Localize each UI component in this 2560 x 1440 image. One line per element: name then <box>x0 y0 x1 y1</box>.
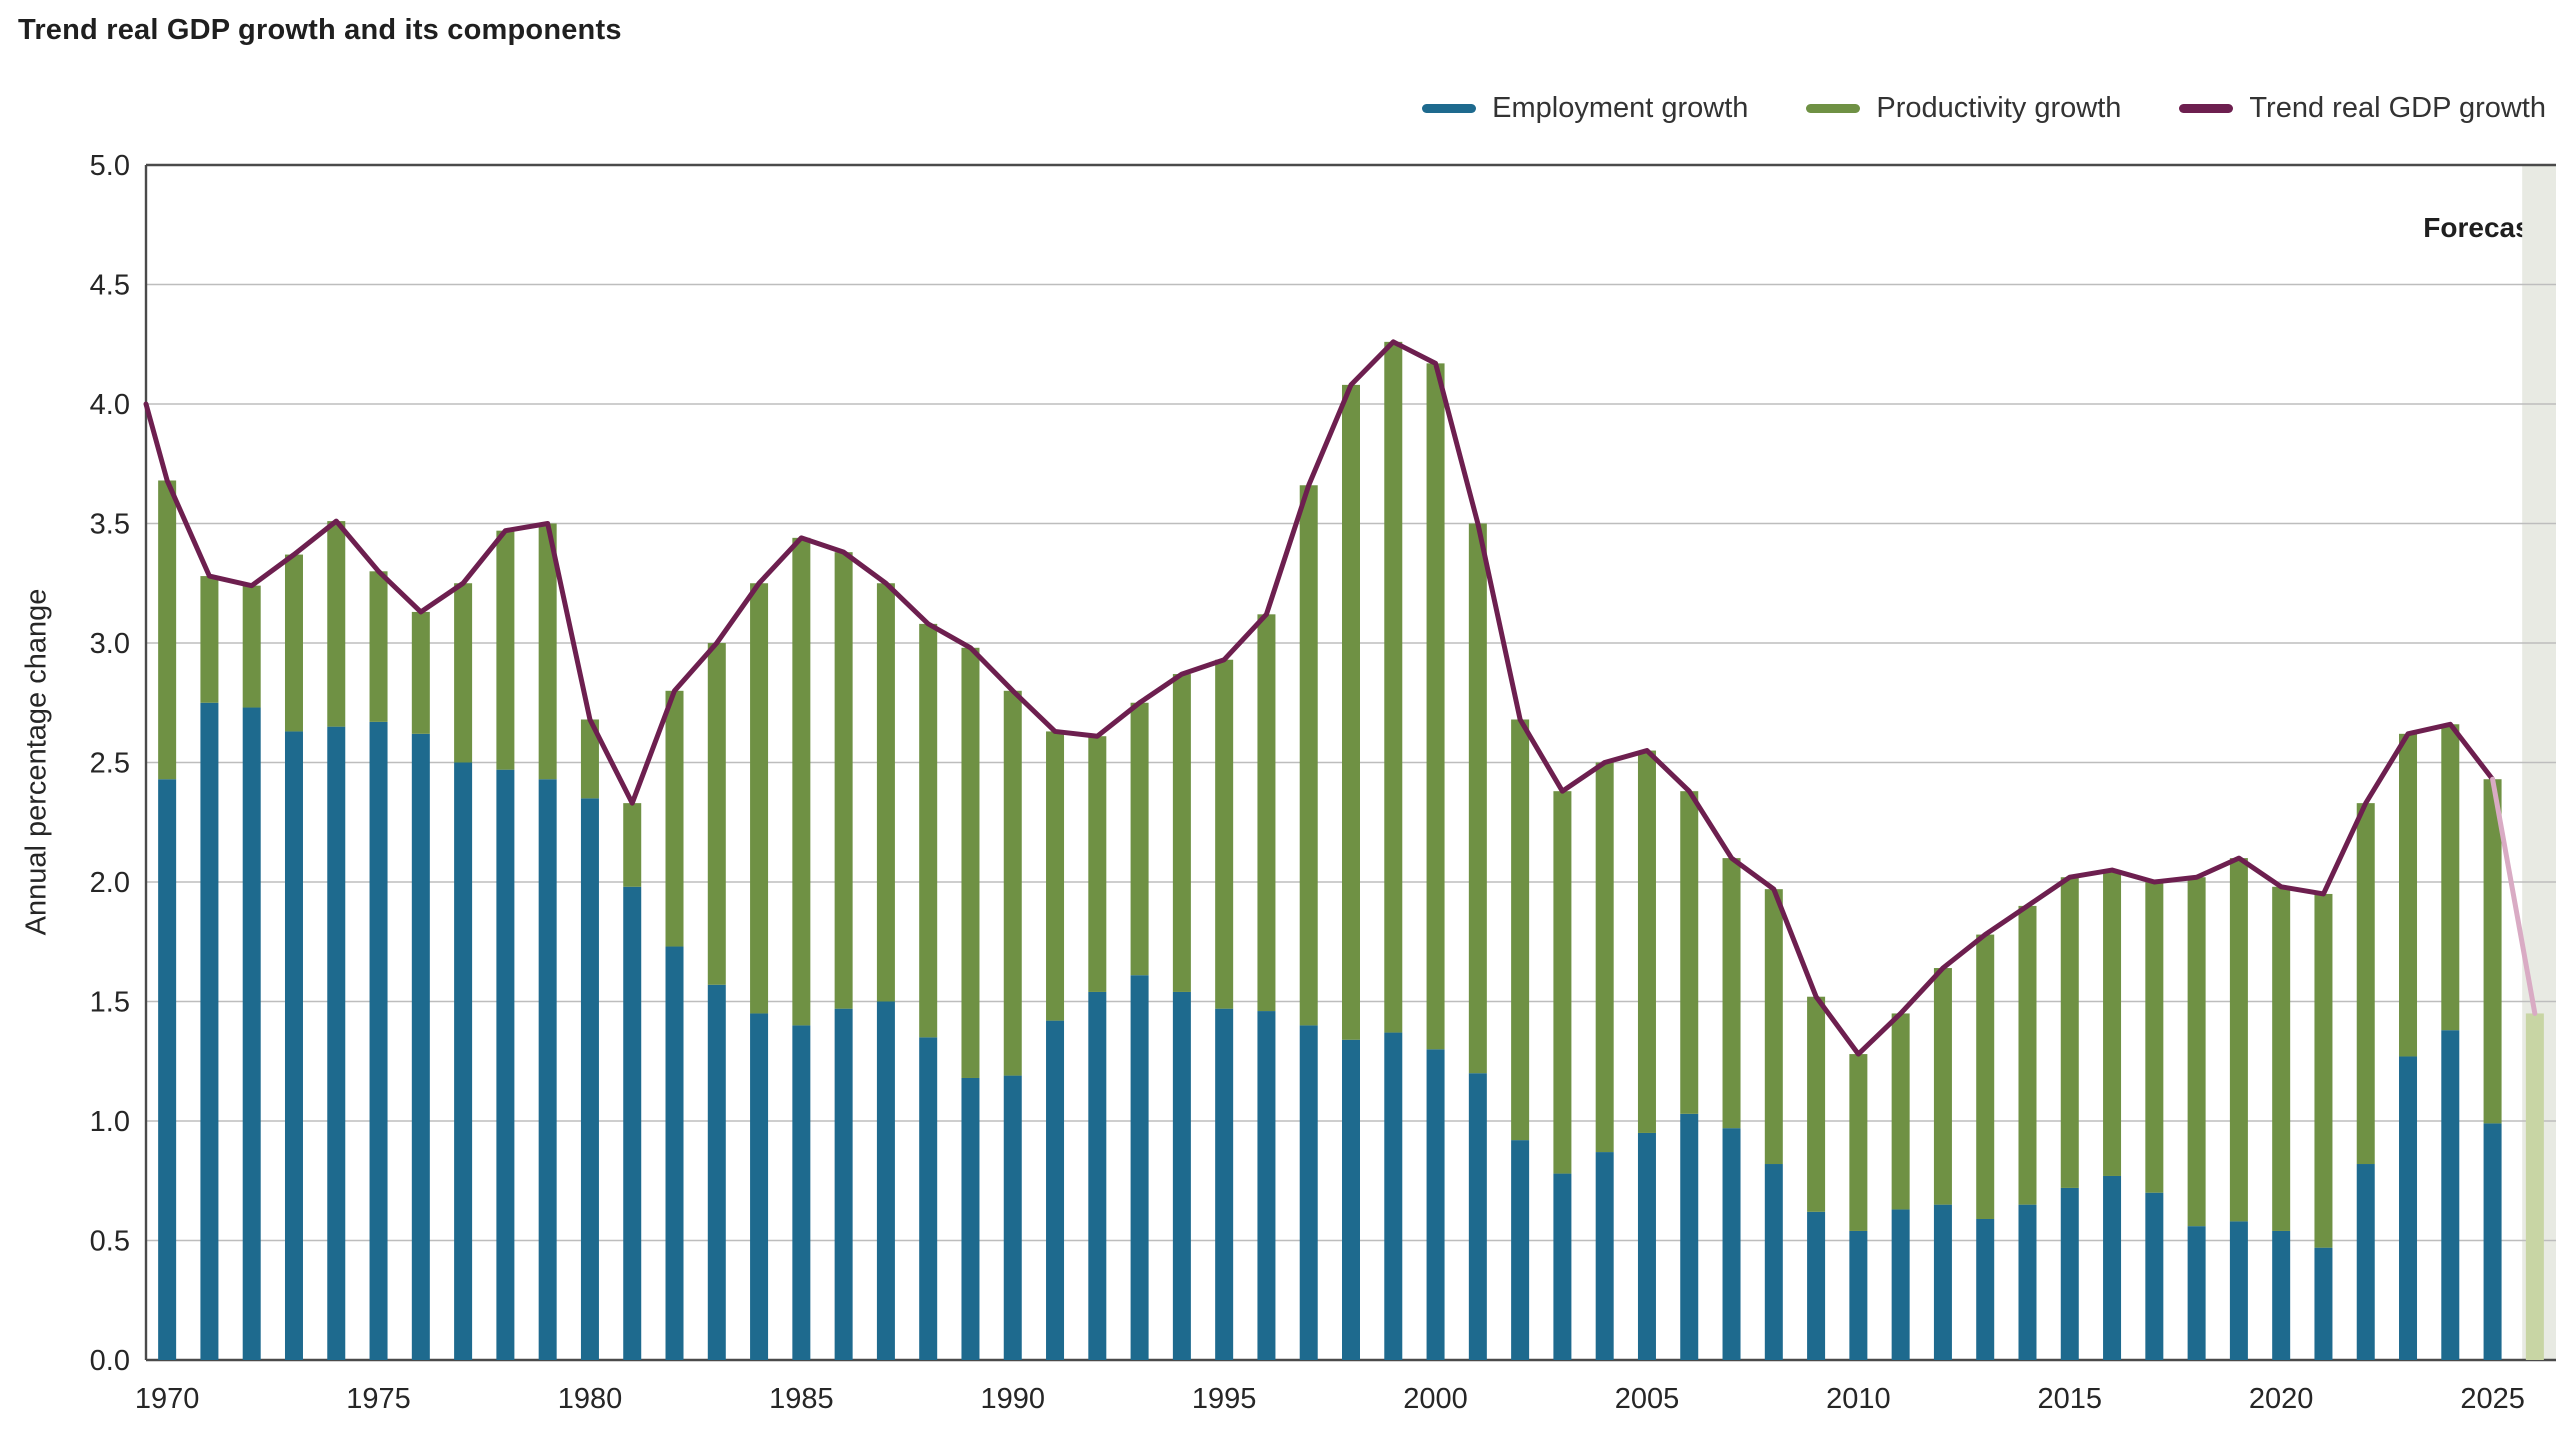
legend-item-productivity: Productivity growth <box>1806 92 2121 125</box>
svg-text:2005: 2005 <box>1615 1383 1680 1415</box>
employment-bars <box>158 702 2502 1360</box>
svg-text:1.0: 1.0 <box>90 1106 130 1138</box>
svg-text:2025: 2025 <box>2460 1383 2525 1415</box>
legend-item-employment: Employment growth <box>1422 92 1748 125</box>
svg-text:1980: 1980 <box>558 1383 623 1415</box>
legend-item-trend: Trend real GDP growth <box>2179 92 2546 125</box>
svg-text:1995: 1995 <box>1192 1383 1257 1415</box>
svg-text:5.0: 5.0 <box>90 150 130 182</box>
svg-text:1985: 1985 <box>769 1383 834 1415</box>
trend-line-forecast <box>2490 776 2538 1016</box>
svg-text:2020: 2020 <box>2249 1383 2314 1415</box>
productivity-swatch-icon <box>1806 104 1861 113</box>
svg-text:4.0: 4.0 <box>90 389 130 421</box>
svg-text:3.0: 3.0 <box>90 628 130 660</box>
trend-line <box>143 339 2496 1057</box>
y-axis-ticks: 0.0 0.5 1.0 1.5 2.0 2.5 3.0 3.5 4.0 4.5 5.0 <box>90 150 130 1377</box>
svg-text:2010: 2010 <box>1826 1383 1891 1415</box>
employment-swatch-icon <box>1422 104 1477 113</box>
productivity-bars <box>158 341 2502 1248</box>
forecast-label: Forecast <box>2423 212 2540 243</box>
forecast-bar <box>2525 1013 2544 1360</box>
legend-label-employment: Employment growth <box>1492 92 1749 124</box>
svg-text:3.5: 3.5 <box>90 509 130 541</box>
x-axis-ticks: 1970 1975 1980 1985 1990 1995 2000 2005 2010 2015… <box>135 1383 2525 1415</box>
svg-text:2.0: 2.0 <box>90 867 130 899</box>
svg-text:1970: 1970 <box>135 1383 200 1415</box>
chart-title: Trend real GDP growth and its components <box>18 14 622 46</box>
svg-text:2.5: 2.5 <box>90 748 130 780</box>
svg-text:2015: 2015 <box>2038 1383 2103 1415</box>
trend-swatch-icon <box>2179 104 2234 113</box>
svg-text:1975: 1975 <box>346 1383 411 1415</box>
svg-text:0.0: 0.0 <box>90 1345 130 1377</box>
legend-label-productivity: Productivity growth <box>1876 92 2122 124</box>
legend: Employment growth Productivity growth Tr… <box>1422 92 2546 125</box>
svg-text:4.5: 4.5 <box>90 270 130 302</box>
svg-text:1990: 1990 <box>980 1383 1045 1415</box>
svg-text:2000: 2000 <box>1403 1383 1468 1415</box>
svg-text:1.5: 1.5 <box>90 987 130 1019</box>
svg-text:0.5: 0.5 <box>90 1226 130 1258</box>
legend-label-trend: Trend real GDP growth <box>2249 92 2546 124</box>
